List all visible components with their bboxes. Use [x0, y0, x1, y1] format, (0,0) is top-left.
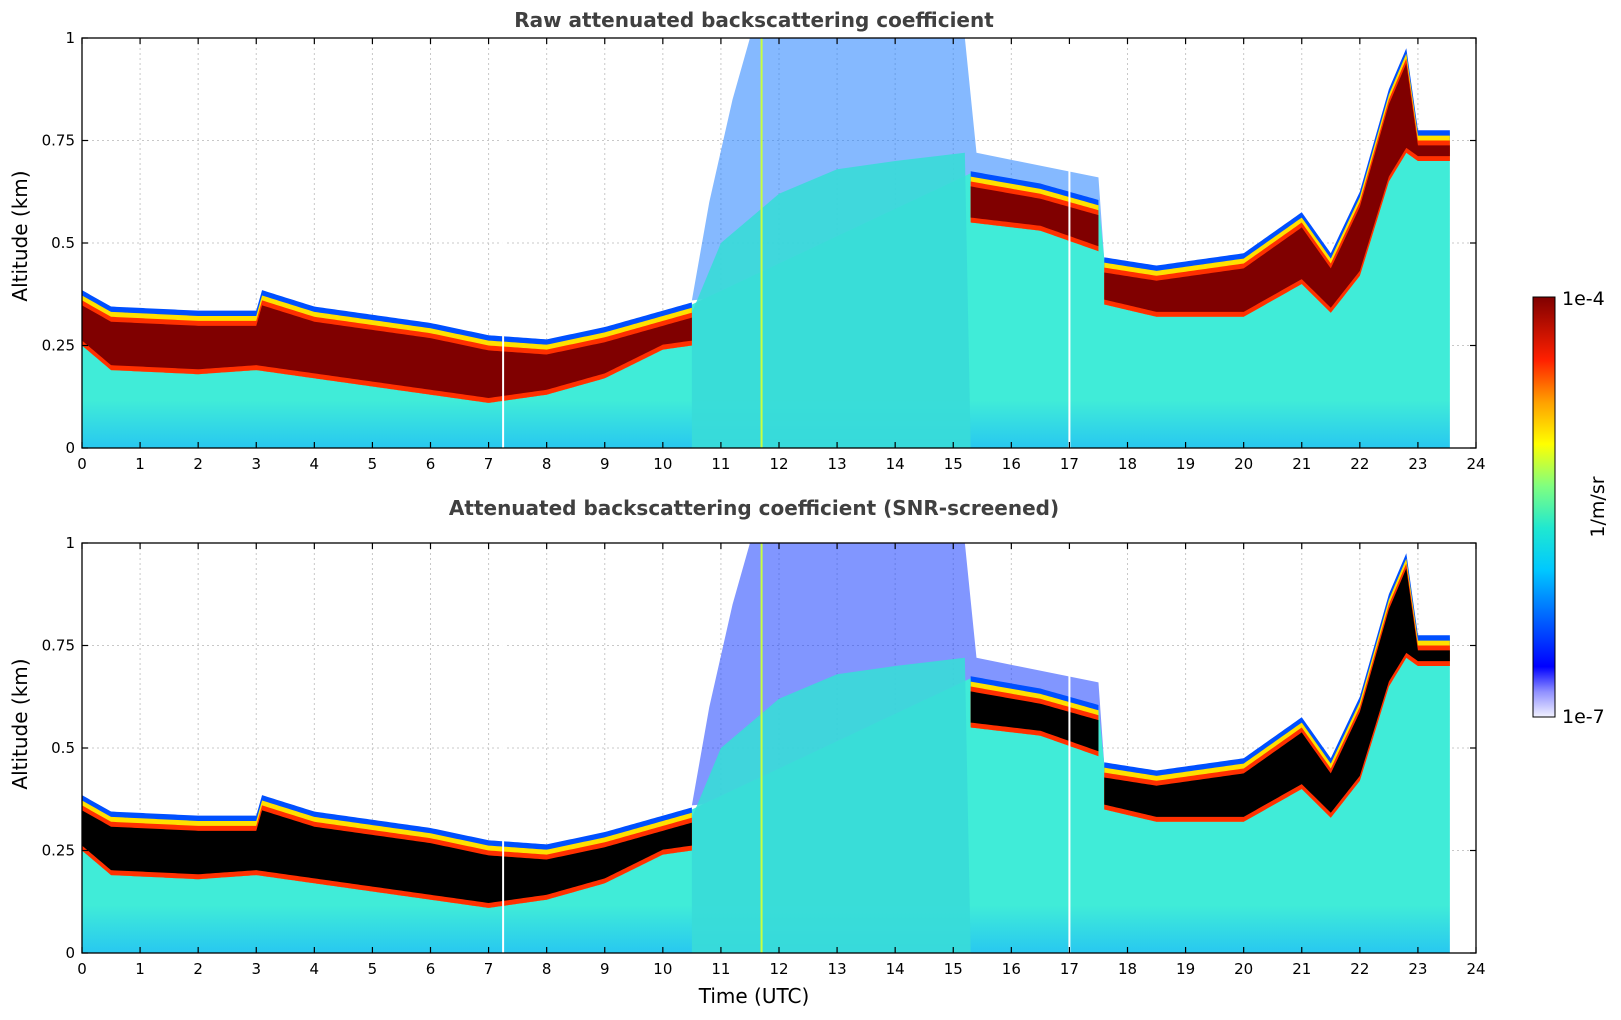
x-tick-label: 4	[310, 455, 320, 473]
x-tick-label: 5	[368, 960, 378, 978]
y-tick-label: 0.75	[42, 132, 75, 150]
x-tick-label: 10	[653, 960, 672, 978]
y-axis-label: Altitude (km)	[8, 170, 32, 301]
x-tick-label: 0	[77, 960, 87, 978]
cloud-layer	[970, 186, 1099, 247]
x-tick-label: 18	[1118, 455, 1137, 473]
cloud-layer	[970, 691, 1099, 752]
x-tick-label: 15	[944, 960, 963, 978]
x-tick-label: 21	[1292, 960, 1311, 978]
x-tick-label: 14	[886, 960, 905, 978]
x-tick-label: 1	[135, 455, 145, 473]
y-tick-label: 0.75	[42, 637, 75, 655]
chart-title: Attenuated backscattering coefficient (S…	[449, 496, 1059, 520]
x-tick-label: 9	[600, 960, 610, 978]
x-tick-label: 11	[711, 455, 730, 473]
y-tick-label: 0	[65, 439, 75, 457]
x-tick-label: 6	[426, 455, 436, 473]
x-tick-label: 8	[542, 455, 552, 473]
x-tick-label: 15	[944, 455, 963, 473]
cloud-layer	[1104, 63, 1450, 312]
y-tick-label: 1	[65, 29, 75, 47]
x-tick-label: 22	[1350, 455, 1369, 473]
x-tick-label: 12	[769, 455, 788, 473]
x-tick-label: 1	[135, 960, 145, 978]
x-tick-label: 3	[251, 960, 261, 978]
plot-area: 0 1 2 3 4 5 6 7 8 9 10 11 12 13 14 15 16 17 18 19 20 21 22 23 24…	[42, 534, 1486, 978]
x-tick-label: 22	[1350, 960, 1369, 978]
x-tick-label: 5	[368, 455, 378, 473]
x-tick-label: 19	[1176, 455, 1195, 473]
chart-title: Raw attenuated backscattering coefficien…	[514, 8, 994, 32]
y-tick-label: 0.25	[42, 337, 75, 355]
x-tick-label: 24	[1466, 960, 1485, 978]
y-axis-label: Altitude (km)	[8, 658, 32, 789]
colorbar-unit-label: 1/m/sr	[1587, 476, 1609, 537]
x-tick-label: 10	[653, 455, 672, 473]
plot-area: 0 1 2 3 4 5 6 7 8 9 10 11 12 13 14 15 16 17 18 19 20 21 22 23 24…	[42, 29, 1486, 473]
x-tick-label: 2	[193, 455, 203, 473]
x-tick-label: 16	[1002, 960, 1021, 978]
x-tick-label: 24	[1466, 455, 1485, 473]
y-tick-label: 1	[65, 534, 75, 552]
x-tick-label: 13	[828, 455, 847, 473]
x-axis-label: Time (UTC)	[698, 984, 810, 1008]
x-tick-label: 18	[1118, 960, 1137, 978]
x-tick-label: 4	[310, 960, 320, 978]
colorbar-min-label: 1e-7	[1562, 706, 1605, 728]
x-tick-label: 21	[1292, 455, 1311, 473]
cloud-layer	[82, 305, 692, 398]
x-tick-label: 7	[484, 960, 494, 978]
x-tick-label: 0	[77, 455, 87, 473]
x-tick-label: 8	[542, 960, 552, 978]
x-tick-label: 20	[1234, 960, 1253, 978]
x-tick-label: 13	[828, 960, 847, 978]
y-tick-label: 0	[65, 944, 75, 962]
y-tick-label: 0.25	[42, 842, 75, 860]
x-tick-label: 7	[484, 455, 494, 473]
x-tick-label: 23	[1408, 960, 1427, 978]
bottom-panel: Attenuated backscattering coefficient (S…	[8, 496, 1486, 1008]
colorbar: 1e-4 1e-7 1/m/sr	[1532, 288, 1609, 728]
x-tick-label: 16	[1002, 455, 1021, 473]
x-tick-label: 6	[426, 960, 436, 978]
x-tick-label: 20	[1234, 455, 1253, 473]
x-tick-label: 23	[1408, 455, 1427, 473]
x-tick-label: 19	[1176, 960, 1195, 978]
cloud-layer	[82, 810, 692, 903]
x-tick-label: 14	[886, 455, 905, 473]
colorbar-max-label: 1e-4	[1562, 288, 1605, 310]
y-tick-label: 0.5	[51, 234, 75, 252]
colorbar-scale	[1532, 296, 1556, 718]
x-tick-label: 17	[1060, 960, 1079, 978]
x-tick-label: 3	[251, 455, 261, 473]
x-tick-label: 12	[769, 960, 788, 978]
cloud-layer	[1104, 568, 1450, 817]
x-tick-label: 9	[600, 455, 610, 473]
x-tick-label: 11	[711, 960, 730, 978]
x-tick-label: 2	[193, 960, 203, 978]
x-tick-label: 17	[1060, 455, 1079, 473]
top-panel: Raw attenuated backscattering coefficien…	[8, 8, 1486, 473]
y-tick-label: 0.5	[51, 739, 75, 757]
